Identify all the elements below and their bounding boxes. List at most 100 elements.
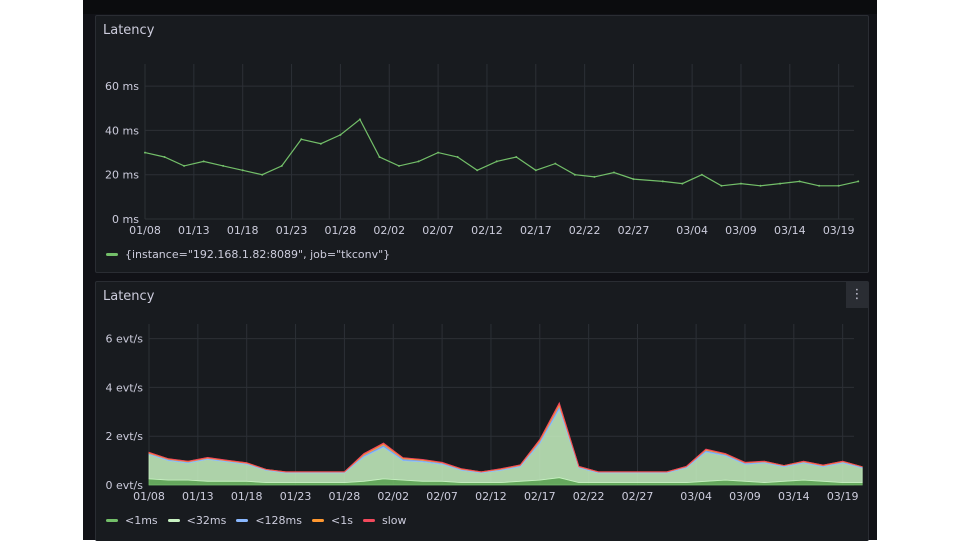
- legend-label: {instance="192.168.1.82:8089", job="tkco…: [125, 248, 391, 261]
- data-point: [280, 164, 283, 167]
- y-tick-label: 0 ms: [112, 213, 139, 226]
- chart-legend: <1ms <32ms <128ms <1s slow: [106, 514, 416, 527]
- data-point: [632, 178, 635, 181]
- x-tick-label: 03/14: [774, 224, 806, 237]
- legend-label: slow: [381, 514, 407, 527]
- data-point: [515, 156, 518, 158]
- x-tick-label: 01/13: [182, 490, 214, 503]
- x-tick-label: 02/27: [618, 224, 650, 237]
- x-tick-label: 03/09: [725, 224, 757, 237]
- data-point: [378, 156, 381, 158]
- y-tick-label: 0 evt/s: [105, 479, 143, 492]
- top-bar: [83, 0, 877, 14]
- data-point: [593, 175, 596, 178]
- y-tick-label: 6 evt/s: [105, 333, 143, 346]
- data-point: [612, 171, 615, 174]
- data-point: [818, 184, 821, 187]
- data-point: [241, 169, 244, 172]
- data-point: [456, 156, 459, 158]
- data-point: [798, 180, 801, 183]
- data-point: [261, 173, 264, 176]
- data-point: [720, 184, 723, 187]
- data-point: [398, 164, 401, 167]
- x-tick-label: 03/09: [729, 490, 761, 503]
- x-tick-label: 02/17: [524, 490, 556, 503]
- legend-item[interactable]: {instance="192.168.1.82:8089", job="tkco…: [106, 248, 390, 261]
- legend-item[interactable]: slow: [362, 514, 407, 527]
- x-tick-label: 01/18: [231, 490, 263, 503]
- x-tick-label: 03/04: [676, 224, 708, 237]
- data-point: [534, 169, 537, 172]
- data-point: [554, 162, 557, 165]
- x-tick-label: 02/02: [373, 224, 405, 237]
- x-tick-label: 02/07: [426, 490, 458, 503]
- data-point: [437, 151, 440, 154]
- legend-swatch: [167, 519, 180, 522]
- data-point: [476, 169, 479, 172]
- x-tick-label: 01/28: [329, 490, 361, 503]
- series-line: [144, 118, 859, 187]
- legend-item[interactable]: <32ms: [167, 514, 227, 527]
- y-tick-label: 40 ms: [105, 124, 139, 137]
- data-point: [700, 173, 703, 176]
- x-tick-label: 02/12: [475, 490, 507, 503]
- legend-item[interactable]: <128ms: [236, 514, 302, 527]
- data-point: [495, 160, 498, 163]
- x-tick-label: 01/23: [276, 224, 308, 237]
- data-point: [202, 160, 205, 163]
- data-point: [222, 164, 225, 167]
- x-tick-label: 03/19: [823, 224, 855, 237]
- data-point: [183, 164, 186, 167]
- legend-swatch: [236, 519, 249, 522]
- x-tick-label: 03/14: [778, 490, 810, 503]
- x-tick-label: 01/18: [227, 224, 259, 237]
- x-tick-label: 02/07: [422, 224, 454, 237]
- legend-swatch: [362, 519, 375, 522]
- data-point: [163, 156, 166, 158]
- data-point: [144, 151, 146, 154]
- x-tick-label: 02/27: [622, 490, 654, 503]
- data-point: [573, 173, 576, 176]
- legend-swatch: [106, 519, 118, 522]
- x-tick-label: 01/08: [129, 224, 161, 237]
- data-point: [661, 180, 664, 183]
- y-tick-label: 4 evt/s: [105, 381, 143, 394]
- kebab-menu-icon[interactable]: ⋮: [846, 282, 868, 308]
- legend-label: <128ms: [255, 514, 303, 527]
- data-point: [857, 180, 860, 183]
- event-rate-area-chart: 0 evt/s 2 evt/s 4 evt/s 6 evt/s 01/08 01/13 01…: [105, 324, 863, 503]
- event-rate-panel: Latency ⋮ 0 evt/s 2 evt/s 4 evt/s 6 evt/s 01…: [95, 281, 869, 541]
- data-point: [300, 138, 303, 141]
- legend-item[interactable]: <1s: [312, 514, 353, 527]
- series-area: [148, 401, 863, 473]
- data-point: [837, 184, 840, 187]
- x-tick-label: 02/22: [569, 224, 601, 237]
- panel-title: Latency: [103, 289, 155, 304]
- x-tick-label: 02/12: [471, 224, 503, 237]
- y-tick-label: 2 evt/s: [105, 430, 143, 443]
- x-tick-label: 03/19: [827, 490, 859, 503]
- dashboard: Latency 0 ms 20 ms 40 ms 60 ms 01/08 01/13 01/…: [83, 0, 877, 541]
- x-tick-label: 01/23: [280, 490, 312, 503]
- legend-label: <32ms: [186, 514, 227, 527]
- latency-line-chart: 0 ms 20 ms 40 ms 60 ms 01/08 01/13 01/18 01/23 0…: [105, 64, 860, 237]
- legend-swatch: [312, 519, 325, 522]
- data-point: [681, 182, 684, 185]
- data-point: [759, 184, 762, 187]
- x-tick-label: 01/13: [178, 224, 210, 237]
- data-point: [417, 160, 420, 163]
- x-tick-label: 02/22: [573, 490, 605, 503]
- legend-label: <1ms: [125, 514, 158, 527]
- latency-panel: Latency 0 ms 20 ms 40 ms 60 ms 01/08 01/13 01/…: [95, 15, 869, 273]
- series-area: [148, 408, 863, 484]
- x-tick-label: 01/28: [325, 224, 357, 237]
- data-point: [319, 142, 322, 145]
- data-point: [358, 118, 361, 121]
- x-tick-label: 02/17: [520, 224, 552, 237]
- chart-legend: {instance="192.168.1.82:8089", job="tkco…: [106, 248, 400, 261]
- panel-title: Latency: [103, 23, 155, 38]
- legend-label: <1s: [331, 514, 353, 527]
- data-point: [339, 133, 342, 136]
- legend-item[interactable]: <1ms: [106, 514, 158, 527]
- x-tick-label: 02/02: [377, 490, 409, 503]
